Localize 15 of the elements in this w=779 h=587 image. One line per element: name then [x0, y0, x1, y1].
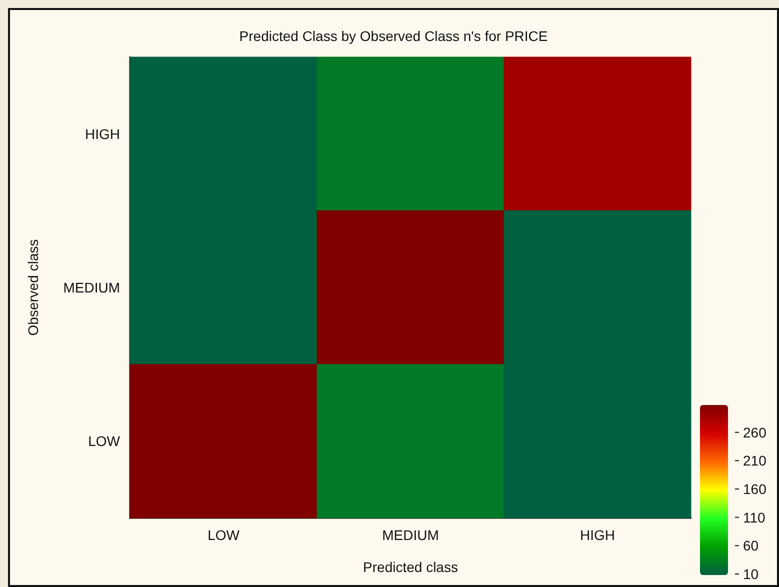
color-bar-label: 260 [743, 424, 767, 440]
x-tick-label: MEDIUM [382, 527, 439, 543]
color-bar-label: 160 [743, 481, 767, 497]
color-bar-label: 210 [743, 452, 767, 469]
x-tick-label: HIGH [580, 527, 615, 543]
color-bar-label: 60 [743, 538, 759, 554]
y-axis-title: Observed class [25, 239, 41, 336]
y-tick-label: HIGH [85, 126, 120, 142]
color-bar-label: 10 [743, 566, 759, 582]
chart-title: Predicted Class by Observed Class n's for PRICE [239, 28, 548, 44]
x-axis-title: Predicted class [363, 559, 458, 575]
y-tick-label: LOW [88, 433, 121, 450]
color-bar-label: 110 [743, 509, 766, 526]
y-tick-label: MEDIUM [63, 280, 120, 296]
x-tick-label: LOW [208, 527, 240, 543]
